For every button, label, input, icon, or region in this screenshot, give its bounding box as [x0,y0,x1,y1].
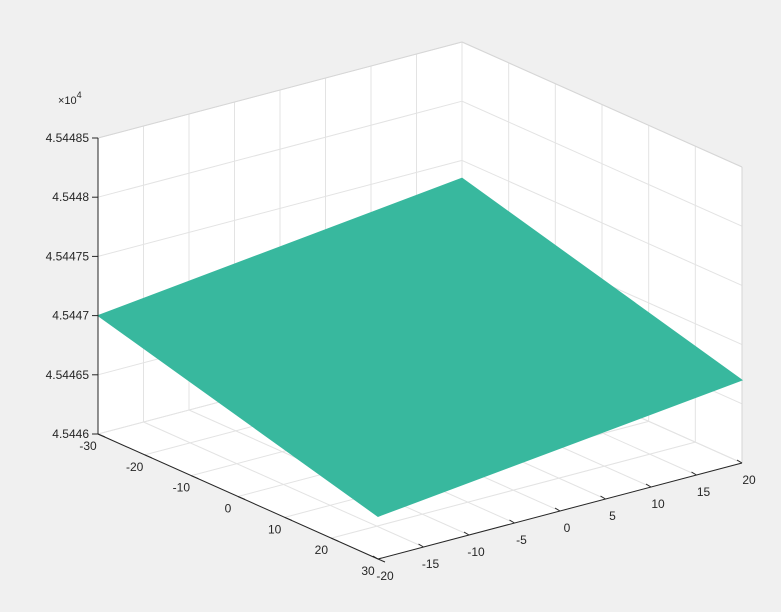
tick-marks [92,137,743,563]
x-tick-mark [554,507,561,512]
x-tick-label: -5 [516,533,527,547]
x-tick-label: 0 [564,521,571,535]
y-tick-mark [331,537,339,542]
x-tick-label: -10 [467,545,485,559]
z-exponent-label: ×104 [58,90,82,107]
y-tick-label: 30 [361,564,375,578]
y-tick-label: -10 [173,481,191,495]
y-tick-label: -20 [126,460,144,474]
grid-line-z-wall-y [461,159,743,286]
y-tick-label: 10 [268,522,282,536]
z-tick-label: 4.5448 [52,190,89,204]
tick-labels: 4.5446 4.54465 4.5447 4.54475 4.5448 4.54485 -… [46,131,756,583]
z-tick-label: 4.5446 [52,427,89,441]
grid-line-z-wall-x [97,100,463,198]
surface-patch [96,177,744,517]
y-tick-label: 0 [225,502,232,516]
z-tick-label: 4.54465 [46,368,90,382]
x-tick-mark [463,531,470,536]
box-edge [97,41,463,139]
z-tick-label: 4.5447 [52,309,89,323]
x-tick-label: -20 [376,569,394,583]
x-tick-mark [418,543,424,548]
box-edge [461,41,743,168]
y-tick-label: -30 [79,439,97,453]
z-tick-label: 4.54475 [46,249,90,263]
y-tick-mark [144,454,152,459]
x-tick-label: 20 [742,473,756,487]
x-tick-mark [645,483,652,488]
grid-line-z-wall-x [97,159,463,257]
y-tick-mark [97,433,106,438]
z-tick-label: 4.54485 [46,131,90,145]
surface-layer [96,177,744,517]
grid-line-y-floor [331,441,696,539]
x-tick-label: 15 [697,485,711,499]
z-exponent-base: ×10 [58,95,77,107]
x-tick-mark [691,471,697,476]
grid-line-z-wall-y [461,100,743,227]
x-tick-mark [372,555,379,560]
x-tick-mark [509,519,515,524]
x-tick-label: -15 [422,557,440,571]
x-tick-mark [600,495,606,500]
y-tick-mark [284,516,292,521]
y-tick-mark [237,496,246,500]
x-tick-mark [736,459,743,464]
x-tick-label: 10 [651,497,665,511]
x-tick-label: 5 [609,509,616,523]
y-tick-mark [191,475,199,480]
z-exponent-power: 4 [77,90,82,100]
y-tick-label: 20 [315,543,329,557]
y-tick-mark [377,558,386,563]
